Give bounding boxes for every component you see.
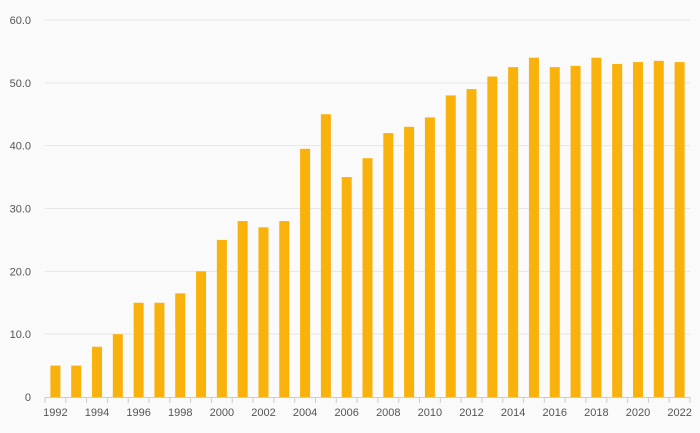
y-tick-label: 10.0	[10, 329, 31, 341]
x-tick-label: 1998	[168, 407, 192, 419]
bar-2013	[487, 76, 498, 398]
bar-1997	[154, 302, 165, 397]
bar-2022	[674, 62, 685, 398]
bar-2007	[362, 158, 373, 397]
x-tick-label: 1996	[126, 407, 150, 419]
bar-2006	[341, 177, 352, 397]
bar-2012	[466, 89, 477, 397]
x-tick-label: 2004	[293, 407, 317, 419]
y-tick-label: 50.0	[10, 78, 31, 90]
bar-1995	[112, 334, 123, 397]
bar-2009	[404, 126, 415, 398]
bar-1992	[50, 365, 61, 397]
bar-1998	[175, 293, 186, 397]
y-axis-labels: 0 10.0 20.0 30.0 40.0 50.0 60.0	[10, 15, 31, 404]
x-tick-label: 2008	[376, 407, 400, 419]
bar-2019	[612, 63, 623, 397]
x-tick-label: 2020	[626, 407, 650, 419]
y-tick-label: 40.0	[10, 141, 31, 153]
bar-2011	[445, 95, 456, 398]
bar-2001	[237, 221, 248, 397]
bar-1996	[133, 302, 144, 397]
bar-2008	[383, 133, 394, 397]
bar-2014	[508, 67, 519, 397]
bar-1993	[71, 365, 82, 397]
y-tick-label: 30.0	[10, 204, 31, 216]
x-tick-label: 2006	[334, 407, 358, 419]
x-tick-label: 2022	[667, 407, 691, 419]
x-tick-label: 2014	[501, 407, 525, 419]
x-tick-label: 1992	[43, 407, 67, 419]
bar-2018	[591, 57, 602, 397]
bar-2020	[632, 62, 643, 398]
bar-2004	[300, 148, 311, 397]
x-tick-label: 1994	[85, 407, 109, 419]
y-tick-label: 20.0	[10, 266, 31, 278]
bars	[50, 57, 685, 398]
y-tick-label: 60.0	[10, 15, 31, 27]
bar-2021	[653, 60, 664, 397]
bar-2010	[424, 117, 435, 398]
x-tick-label: 2010	[418, 407, 442, 419]
bar-2002	[258, 227, 269, 397]
bar-2017	[570, 65, 581, 397]
x-axis: 1992 1994 1996 1998 2000 2002 2004 2006 2008 2010…	[43, 397, 692, 419]
bar-1994	[92, 346, 103, 397]
x-tick-label: 2016	[543, 407, 567, 419]
y-tick-label: 0	[25, 392, 31, 404]
x-tick-label: 2018	[584, 407, 608, 419]
bar-2005	[320, 114, 331, 397]
bar-1999	[196, 271, 207, 397]
bar-2016	[549, 67, 560, 397]
bar-2015	[528, 57, 539, 397]
bar-2003	[279, 221, 290, 397]
bar-2000	[216, 239, 227, 397]
x-tick-label: 2012	[459, 407, 483, 419]
x-tick-label: 2000	[210, 407, 234, 419]
x-tick-label: 2002	[251, 407, 275, 419]
